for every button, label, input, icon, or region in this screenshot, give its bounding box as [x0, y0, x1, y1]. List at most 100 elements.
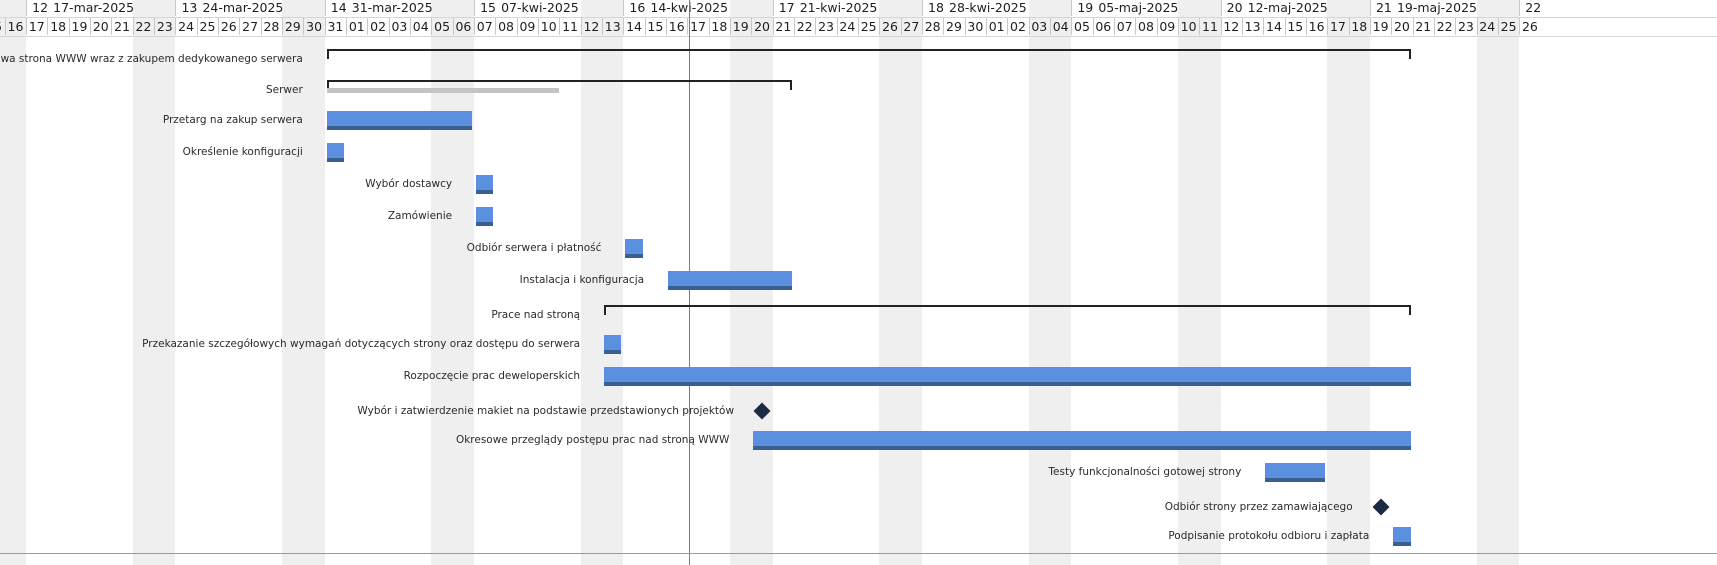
day-label: 23 [156, 19, 173, 34]
day-separator [388, 18, 390, 35]
day-separator [218, 18, 220, 35]
task-bar[interactable] [668, 270, 793, 290]
day-separator [559, 18, 561, 35]
day-label: 12 [1223, 19, 1240, 34]
day-label: 27 [903, 19, 920, 34]
day-label: 02 [1010, 19, 1026, 34]
day-separator [452, 18, 454, 35]
day-separator [580, 18, 582, 35]
day-label: 08 [498, 19, 515, 34]
day-label: 14 [1266, 19, 1282, 34]
day-separator [964, 18, 966, 35]
day-label: 22 [796, 19, 813, 34]
week-separator [1369, 0, 1371, 16]
day-separator [68, 18, 70, 35]
task-bar[interactable] [476, 206, 494, 226]
day-label: 10 [540, 19, 557, 34]
day-label: 03 [1031, 19, 1048, 34]
week-number: 19 [1077, 0, 1094, 15]
task-bar[interactable] [753, 430, 1411, 450]
day-label: 15 [647, 19, 664, 34]
week-separator [175, 0, 177, 16]
day-separator [1071, 18, 1073, 35]
day-separator [1050, 18, 1051, 35]
day-label: 09 [1159, 19, 1176, 34]
day-label: 19 [71, 19, 88, 34]
summary-progress-bar [326, 88, 560, 93]
task-bar[interactable] [604, 334, 622, 354]
task-label: Przekazanie szczegółowych wymagań dotycz… [142, 338, 581, 350]
day-label: 04 [1052, 19, 1069, 34]
summary-bracket[interactable] [326, 80, 793, 90]
day-label: 10 [1180, 19, 1197, 34]
week-separator [1071, 0, 1073, 16]
day-separator [196, 18, 198, 35]
day-separator [1519, 18, 1521, 35]
day-label: 04 [412, 19, 429, 34]
task-bar[interactable] [604, 366, 1411, 386]
weekend-column [879, 0, 923, 565]
day-separator [900, 18, 902, 35]
day-separator [154, 18, 156, 35]
day-separator [815, 18, 817, 35]
day-label: 11 [562, 19, 579, 34]
week-number: 12 [32, 0, 49, 15]
day-separator [708, 18, 710, 35]
week-start-date: 12-maj-2025 [1247, 0, 1328, 15]
day-label: 23 [818, 19, 834, 34]
task-bar[interactable] [326, 142, 345, 162]
day-separator [1007, 18, 1009, 35]
day-label: 18 [711, 19, 728, 34]
day-separator [666, 18, 668, 35]
task-bar[interactable] [625, 238, 643, 258]
weekend-column [1028, 0, 1072, 565]
day-label: 06 [455, 19, 472, 34]
day-label: 05 [434, 19, 451, 34]
task-bar[interactable] [326, 110, 473, 130]
day-label: 16 [7, 19, 24, 34]
task-label: Instalacja i konfiguracja [519, 274, 645, 286]
week-start-date: 19-maj-2025 [1396, 0, 1477, 15]
day-separator [1348, 18, 1350, 35]
weekend-column [431, 0, 475, 565]
day-separator [602, 18, 604, 35]
day-separator [303, 18, 305, 35]
week-start-date: 17-mar-2025 [53, 0, 135, 15]
week-number: 15 [480, 0, 496, 15]
day-label: 13 [604, 19, 621, 34]
day-label: 08 [1138, 19, 1154, 34]
weekend-column [1476, 0, 1520, 565]
day-separator [794, 18, 796, 35]
day-label: 14 [626, 19, 642, 34]
task-label: Przetarg na zakup serwera [162, 114, 303, 126]
summary-bracket[interactable] [604, 305, 1411, 315]
day-label: 28 [924, 19, 941, 34]
task-bar[interactable] [1393, 526, 1411, 546]
day-label: 25 [1500, 19, 1517, 34]
task-bar[interactable] [1265, 462, 1326, 482]
weekend-column [580, 0, 624, 565]
day-separator [1177, 18, 1179, 35]
day-separator [1220, 18, 1222, 35]
task-label: Okresowe przeglądy postępu prac nad stro… [455, 434, 730, 446]
day-label: 24 [839, 19, 856, 34]
week-start-date: 05-maj-2025 [1098, 0, 1179, 15]
day-label: 30 [967, 19, 984, 34]
day-separator [410, 18, 412, 35]
day-label: 05 [1074, 19, 1090, 34]
day-separator [751, 18, 753, 35]
day-separator [1199, 18, 1201, 35]
task-bar[interactable] [476, 174, 494, 194]
week-separator [922, 0, 924, 16]
milestone-marker[interactable] [1372, 498, 1390, 516]
day-label: 18 [50, 19, 67, 34]
day-separator [836, 18, 838, 35]
day-label: 21 [1415, 19, 1432, 34]
day-separator [1412, 18, 1414, 35]
day-label: 27 [242, 19, 259, 34]
day-separator [239, 18, 241, 35]
day-label: 29 [284, 19, 301, 34]
summary-bracket[interactable] [326, 49, 1411, 59]
day-label: 17 [1329, 19, 1346, 34]
